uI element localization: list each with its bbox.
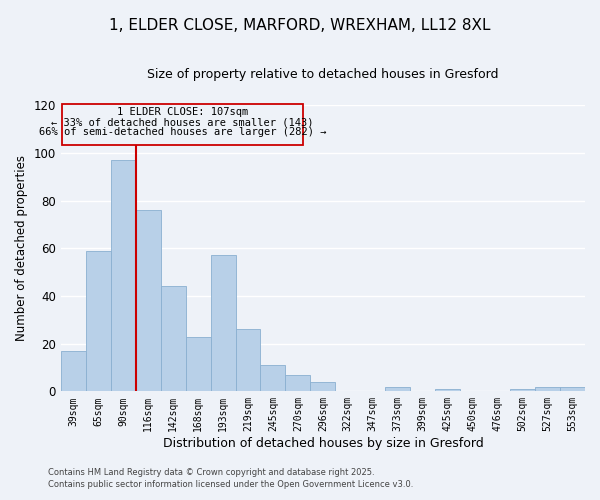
- Text: Contains HM Land Registry data © Crown copyright and database right 2025.
Contai: Contains HM Land Registry data © Crown c…: [48, 468, 413, 489]
- Text: 1 ELDER CLOSE: 107sqm: 1 ELDER CLOSE: 107sqm: [117, 107, 248, 117]
- Bar: [510, 389, 535, 392]
- Bar: [61, 351, 86, 392]
- Title: Size of property relative to detached houses in Gresford: Size of property relative to detached ho…: [147, 68, 499, 80]
- Bar: [86, 250, 111, 392]
- Bar: [236, 330, 260, 392]
- Bar: [535, 386, 560, 392]
- Bar: [136, 210, 161, 392]
- Bar: [111, 160, 136, 392]
- Bar: [260, 365, 286, 392]
- X-axis label: Distribution of detached houses by size in Gresford: Distribution of detached houses by size …: [163, 437, 483, 450]
- Bar: [310, 382, 335, 392]
- FancyBboxPatch shape: [62, 104, 303, 144]
- Bar: [286, 374, 310, 392]
- Bar: [385, 386, 410, 392]
- Text: 66% of semi-detached houses are larger (282) →: 66% of semi-detached houses are larger (…: [39, 126, 326, 136]
- Text: 1, ELDER CLOSE, MARFORD, WREXHAM, LL12 8XL: 1, ELDER CLOSE, MARFORD, WREXHAM, LL12 8…: [109, 18, 491, 32]
- Text: ← 33% of detached houses are smaller (143): ← 33% of detached houses are smaller (14…: [51, 117, 314, 127]
- Bar: [185, 336, 211, 392]
- Bar: [435, 389, 460, 392]
- Y-axis label: Number of detached properties: Number of detached properties: [15, 156, 28, 342]
- Bar: [161, 286, 185, 392]
- Bar: [211, 256, 236, 392]
- Bar: [560, 386, 585, 392]
